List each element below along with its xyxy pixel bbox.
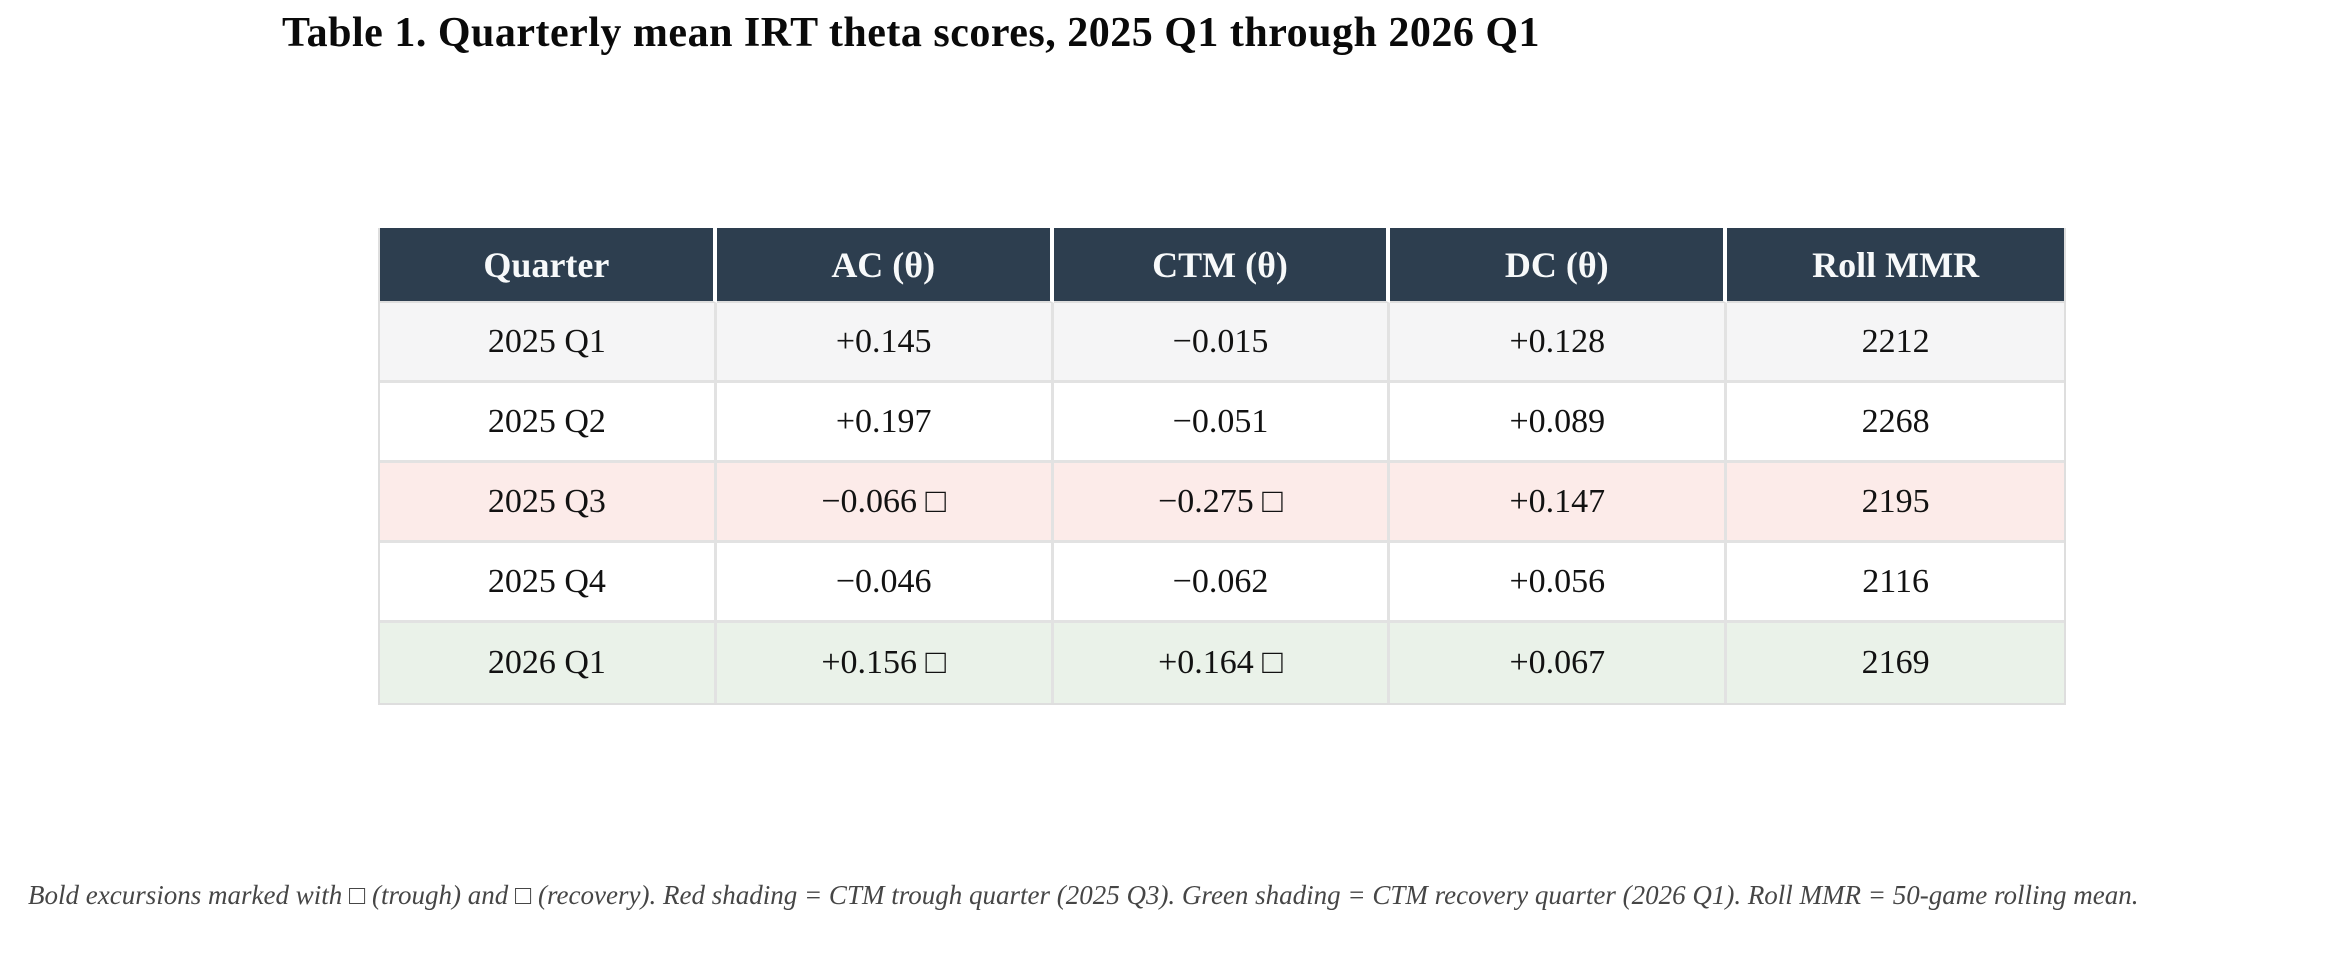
table-row: 2025 Q3 −0.066 □ −0.275 □ +0.147 2195 bbox=[380, 463, 2064, 543]
cell-ctm: −0.275 □ bbox=[1053, 463, 1391, 543]
table-row: 2025 Q2 +0.197 −0.051 +0.089 2268 bbox=[380, 383, 2064, 463]
table-row: 2026 Q1 +0.156 □ +0.164 □ +0.067 2169 bbox=[380, 623, 2064, 703]
cell-roll_mmr: 2169 bbox=[1861, 644, 1930, 681]
cell-ac: +0.145 bbox=[716, 303, 1054, 383]
table-header-row: Quarter AC (θ) CTM (θ) DC (θ) Roll MMR bbox=[380, 228, 2064, 303]
header-cell: Quarter bbox=[380, 228, 717, 303]
table-title: Table 1. Quarterly mean IRT theta scores… bbox=[282, 10, 1540, 56]
cell-dc: +0.147 bbox=[1390, 463, 1728, 543]
cell-quarter: 2026 Q1 bbox=[380, 623, 717, 703]
header-cell: AC (θ) bbox=[716, 228, 1054, 303]
quarterly-theta-table: Quarter AC (θ) CTM (θ) DC (θ) Roll MMR 2025 … bbox=[378, 228, 2066, 705]
cell-quarter: 2025 Q1 bbox=[380, 303, 717, 383]
cell-quarter: 2025 Q4 bbox=[380, 543, 717, 623]
table-head: Quarter AC (θ) CTM (θ) DC (θ) Roll MMR bbox=[380, 228, 2064, 303]
cell-dc: +0.067 bbox=[1390, 623, 1728, 703]
cell-quarter: 2025 Q2 bbox=[380, 383, 717, 463]
data-table: Quarter AC (θ) CTM (θ) DC (θ) Roll MMR 2025 … bbox=[380, 228, 2064, 703]
header-cell: CTM (θ) bbox=[1053, 228, 1391, 303]
cell-ac: +0.156 □ bbox=[717, 623, 1054, 703]
table-row: 2025 Q1 +0.145 −0.015 +0.128 2212 bbox=[380, 303, 2064, 383]
cell-ac: −0.066 □ bbox=[716, 463, 1054, 543]
cell-ac: +0.197 bbox=[716, 383, 1054, 463]
cell-quarter: 2025 Q3 bbox=[380, 463, 717, 543]
cell-dc: +0.056 bbox=[1390, 543, 1728, 623]
cell-roll_mmr: 2116 bbox=[1727, 543, 2064, 623]
cell-ctm: −0.015 bbox=[1053, 303, 1391, 383]
cell-ctm: −0.051 bbox=[1053, 383, 1391, 463]
cell-roll_mmr: 2268 bbox=[1727, 383, 2064, 463]
table-body: 2025 Q1 +0.145 −0.015 +0.128 2212 2025 Q2 +0.1… bbox=[380, 303, 2064, 703]
header-cell: DC (θ) bbox=[1390, 228, 1728, 303]
table-footnote: Bold excursions marked with □ (trough) a… bbox=[28, 880, 2139, 910]
header-cell: Roll MMR bbox=[1727, 228, 2064, 303]
cell-ac: −0.046 bbox=[716, 543, 1054, 623]
cell-ctm: −0.062 bbox=[1053, 543, 1391, 623]
cell-ctm: +0.164 □ bbox=[1054, 623, 1391, 703]
cell-roll_mmr: 2212 bbox=[1727, 303, 2064, 383]
cell-dc: +0.128 bbox=[1390, 303, 1728, 383]
cell-roll_mmr: 2195 bbox=[1727, 463, 2064, 543]
table-row: 2025 Q4 −0.046 −0.062 +0.056 2116 bbox=[380, 543, 2064, 623]
cell-dc: +0.089 bbox=[1390, 383, 1728, 463]
